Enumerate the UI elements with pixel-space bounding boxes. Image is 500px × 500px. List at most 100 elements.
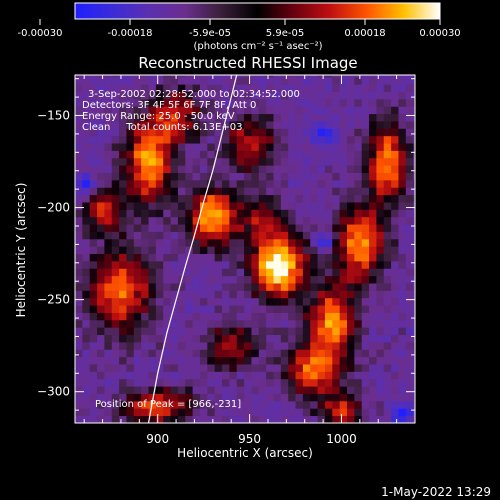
heatmap-cell bbox=[339, 386, 348, 394]
heatmap-cell bbox=[244, 371, 252, 380]
heatmap-cell bbox=[295, 297, 304, 306]
heatmap-cell bbox=[391, 121, 399, 129]
heatmap-cell bbox=[398, 150, 407, 159]
heatmap-cell bbox=[192, 98, 201, 107]
heatmap-cell bbox=[104, 157, 113, 166]
heatmap-cell bbox=[280, 75, 289, 78]
heatmap-cell bbox=[177, 128, 186, 137]
heatmap-cell bbox=[251, 327, 260, 336]
heatmap-cell bbox=[244, 91, 252, 100]
heatmap-cell bbox=[361, 268, 370, 277]
heatmap-cell bbox=[192, 209, 201, 218]
heatmap-cell bbox=[82, 106, 91, 115]
heatmap-cell bbox=[288, 312, 296, 321]
heatmap-cell bbox=[133, 75, 142, 78]
heatmap-cell bbox=[310, 297, 318, 306]
heatmap-cell bbox=[170, 283, 179, 291]
heatmap-cell bbox=[192, 371, 201, 380]
heatmap-cell bbox=[104, 364, 113, 372]
heatmap-cell bbox=[347, 172, 355, 181]
y-tick-label: −250 bbox=[37, 293, 70, 307]
heatmap-cell bbox=[324, 165, 333, 173]
heatmap-cell bbox=[82, 91, 91, 100]
heatmap-cell bbox=[317, 121, 326, 129]
heatmap-cell bbox=[413, 349, 415, 358]
heatmap-cell bbox=[266, 238, 274, 247]
heatmap-cell bbox=[163, 341, 171, 350]
heatmap-cell bbox=[177, 371, 186, 380]
heatmap-cell bbox=[295, 275, 304, 284]
heatmap-cell bbox=[75, 150, 83, 159]
heatmap-cell bbox=[236, 172, 245, 181]
heatmap-cell bbox=[82, 128, 91, 137]
heatmap-cell bbox=[236, 135, 245, 144]
heatmap-cell bbox=[369, 76, 377, 85]
heatmap-cell bbox=[361, 246, 370, 255]
heatmap-cell bbox=[391, 143, 399, 151]
heatmap-cell bbox=[398, 400, 407, 409]
heatmap-cell bbox=[185, 356, 194, 365]
heatmap-cell bbox=[339, 319, 348, 328]
heatmap-cell bbox=[133, 341, 142, 350]
heatmap-cell bbox=[199, 349, 208, 358]
heatmap-cell bbox=[126, 408, 135, 417]
heatmap-cell bbox=[141, 364, 149, 372]
heatmap-cell bbox=[185, 216, 194, 225]
heatmap-cell bbox=[244, 356, 252, 365]
heatmap-cell bbox=[126, 290, 135, 299]
heatmap-cell bbox=[126, 75, 135, 78]
heatmap-cell bbox=[89, 408, 98, 417]
heatmap-cell bbox=[324, 297, 333, 306]
heatmap-cell bbox=[82, 135, 91, 144]
heatmap-cell bbox=[148, 393, 157, 402]
heatmap-cell bbox=[295, 253, 304, 262]
heatmap-cell bbox=[251, 157, 260, 166]
heatmap-cell bbox=[361, 143, 370, 151]
heatmap-cell bbox=[361, 106, 370, 115]
heatmap-cell bbox=[244, 187, 252, 196]
heatmap-cell bbox=[280, 327, 289, 336]
heatmap-cell bbox=[133, 275, 142, 284]
heatmap-cell bbox=[383, 290, 392, 299]
heatmap-cell bbox=[148, 275, 157, 284]
heatmap-cell bbox=[192, 297, 201, 306]
heatmap-cell bbox=[361, 194, 370, 203]
heatmap-cell bbox=[119, 253, 127, 262]
heatmap-cell bbox=[185, 253, 194, 262]
heatmap-cell bbox=[405, 194, 414, 203]
heatmap-cell bbox=[258, 84, 267, 92]
heatmap-cell bbox=[177, 408, 186, 417]
heatmap-cell bbox=[119, 349, 127, 358]
heatmap-cell bbox=[266, 202, 274, 210]
heatmap-cell bbox=[199, 76, 208, 85]
heatmap-cell bbox=[354, 253, 363, 262]
heatmap-cell bbox=[133, 386, 142, 394]
solar-limb-curve bbox=[147, 75, 238, 423]
heatmap-cell bbox=[273, 128, 282, 137]
heatmap-cell bbox=[376, 260, 385, 269]
heatmap-cell bbox=[295, 408, 304, 417]
heatmap-cell bbox=[347, 231, 355, 240]
heatmap-cell bbox=[391, 312, 399, 321]
heatmap-cell bbox=[398, 238, 407, 247]
heatmap-cell bbox=[119, 393, 127, 402]
heatmap-cell bbox=[126, 400, 135, 409]
heatmap-cell bbox=[258, 334, 267, 343]
heatmap-cell bbox=[391, 371, 399, 380]
heatmap-cell bbox=[133, 356, 142, 365]
heatmap-cell bbox=[236, 297, 245, 306]
heatmap-cell bbox=[405, 415, 414, 423]
heatmap-cell bbox=[244, 224, 252, 232]
heatmap-cell bbox=[177, 238, 186, 247]
heatmap-cell bbox=[207, 312, 216, 321]
heatmap-cell bbox=[97, 341, 105, 350]
heatmap-cell bbox=[302, 393, 311, 402]
heatmap-cell bbox=[236, 260, 245, 269]
heatmap-cell bbox=[126, 187, 135, 196]
heatmap-cell bbox=[413, 297, 415, 306]
footer-timestamp: 1-May-2022 13:29 bbox=[381, 485, 491, 499]
heatmap-cell bbox=[192, 364, 201, 372]
heatmap-cell bbox=[258, 246, 267, 255]
heatmap-cell bbox=[266, 341, 274, 350]
heatmap-cell bbox=[89, 290, 98, 299]
